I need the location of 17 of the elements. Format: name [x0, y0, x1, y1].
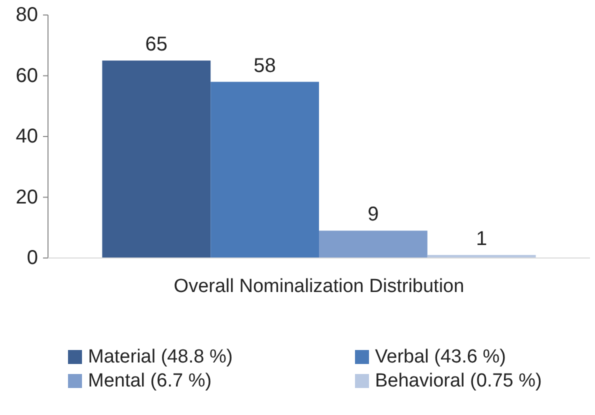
y-tick-label: 0 [26, 247, 38, 269]
legend-label: Behavioral (0.75 %) [375, 370, 542, 392]
y-tick-label: 20 [16, 186, 38, 208]
x-tick-label: Overall Nominalization Distribution [174, 276, 464, 297]
data-label: 1 [476, 228, 488, 250]
legend-label: Material (48.8 %) [88, 346, 233, 368]
legend-label: Mental (6.7 %) [88, 370, 212, 392]
y-tick-label: 80 [16, 4, 38, 26]
data-label: 58 [254, 54, 276, 77]
bar [102, 60, 211, 258]
bar [210, 82, 319, 258]
bar [319, 230, 428, 258]
legend-label: Verbal (43.6 %) [375, 346, 506, 368]
data-label: 65 [145, 34, 168, 56]
y-tick-label: 60 [16, 64, 38, 87]
data-label: 9 [368, 204, 379, 226]
y-tick-label: 40 [16, 126, 38, 148]
